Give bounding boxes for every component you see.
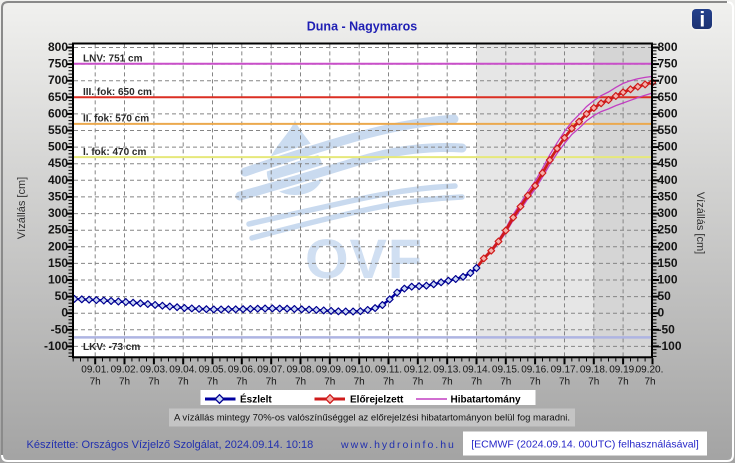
svg-text:7h: 7h <box>412 377 423 388</box>
svg-text:7h: 7h <box>236 377 247 388</box>
svg-text:0: 0 <box>658 306 665 320</box>
svg-text:09.03.: 09.03. <box>140 364 168 375</box>
svg-text:7h: 7h <box>178 377 189 388</box>
svg-text:7h: 7h <box>559 377 570 388</box>
svg-text:7h: 7h <box>324 377 335 388</box>
svg-text:09.07.: 09.07. <box>257 364 285 375</box>
svg-text:50: 50 <box>658 289 672 303</box>
svg-text:Hibatartomány: Hibatartomány <box>451 395 521 406</box>
svg-text:300: 300 <box>658 206 678 220</box>
svg-text:7h: 7h <box>471 377 482 388</box>
svg-text:250: 250 <box>48 223 68 237</box>
svg-text:Készítette: Országos Vízjelző: Készítette: Országos Vízjelző Szolgálat,… <box>27 439 314 451</box>
svg-text:7h: 7h <box>383 377 394 388</box>
svg-text:09.02.: 09.02. <box>111 364 139 375</box>
svg-text:09.15.: 09.15. <box>492 364 520 375</box>
svg-text:800: 800 <box>658 40 678 54</box>
svg-text:700: 700 <box>48 73 68 87</box>
svg-text:09.14.: 09.14. <box>463 364 491 375</box>
svg-text:250: 250 <box>658 223 678 237</box>
svg-text:LNV: 751 cm: LNV: 751 cm <box>83 54 143 65</box>
svg-text:50: 50 <box>55 289 69 303</box>
svg-text:09.05.: 09.05. <box>199 364 227 375</box>
svg-text:[ECMWF (2024.09.14. 00UTC) fel: [ECMWF (2024.09.14. 00UTC) felhasználásá… <box>471 439 699 451</box>
svg-text:A vízállás mintegy 70%-os való: A vízállás mintegy 70%-os valószínűségge… <box>174 413 570 424</box>
svg-text:7h: 7h <box>442 377 453 388</box>
svg-text:OVF: OVF <box>305 227 423 290</box>
svg-text:09.16.: 09.16. <box>521 364 549 375</box>
svg-text:7h: 7h <box>618 377 629 388</box>
svg-text:400: 400 <box>48 173 68 187</box>
svg-text:750: 750 <box>48 57 68 71</box>
svg-text:7h: 7h <box>90 377 101 388</box>
svg-text:550: 550 <box>48 123 68 137</box>
svg-text:III. fok: 650 cm: III. fok: 650 cm <box>83 87 152 98</box>
svg-text:750: 750 <box>658 57 678 71</box>
svg-text:7h: 7h <box>295 377 306 388</box>
svg-text:09.04.: 09.04. <box>169 364 197 375</box>
svg-text:09.13.: 09.13. <box>433 364 461 375</box>
svg-text:400: 400 <box>658 173 678 187</box>
svg-text:-50: -50 <box>658 322 676 336</box>
svg-text:700: 700 <box>658 73 678 87</box>
svg-text:150: 150 <box>48 256 68 270</box>
svg-text:600: 600 <box>658 106 678 120</box>
svg-text:200: 200 <box>658 239 678 253</box>
svg-text:300: 300 <box>48 206 68 220</box>
svg-text:09.12.: 09.12. <box>404 364 432 375</box>
svg-text:09.06.: 09.06. <box>228 364 256 375</box>
svg-text:II. fok: 570 cm: II. fok: 570 cm <box>83 114 149 125</box>
svg-text:-50: -50 <box>51 322 69 336</box>
svg-text:09.08.: 09.08. <box>287 364 315 375</box>
svg-text:Vízállás [cm]: Vízállás [cm] <box>16 177 28 239</box>
svg-text:7h: 7h <box>588 377 599 388</box>
svg-text:I. fok: 470 cm: I. fok: 470 cm <box>83 147 146 158</box>
svg-text:Előrejelzett: Előrejelzett <box>350 395 404 406</box>
svg-text:-100: -100 <box>44 339 68 353</box>
svg-text:Észlelt: Észlelt <box>240 393 272 406</box>
svg-text:7h: 7h <box>354 377 365 388</box>
svg-text:650: 650 <box>658 90 678 104</box>
svg-text:500: 500 <box>48 140 68 154</box>
svg-text:i: i <box>699 9 705 32</box>
svg-text:100: 100 <box>658 273 678 287</box>
svg-text:650: 650 <box>48 90 68 104</box>
svg-text:09.10.: 09.10. <box>345 364 373 375</box>
svg-text:09.20.: 09.20. <box>636 364 664 375</box>
svg-text:-100: -100 <box>658 339 682 353</box>
svg-text:350: 350 <box>48 189 68 203</box>
svg-text:7h: 7h <box>207 377 218 388</box>
svg-text:www.hydroinfo.hu: www.hydroinfo.hu <box>340 439 456 451</box>
svg-text:450: 450 <box>48 156 68 170</box>
svg-text:09.18.: 09.18. <box>580 364 608 375</box>
svg-text:7h: 7h <box>148 377 159 388</box>
svg-text:Vízállás [cm]: Vízállás [cm] <box>694 192 706 254</box>
svg-text:500: 500 <box>658 140 678 154</box>
svg-text:450: 450 <box>658 156 678 170</box>
svg-text:7h: 7h <box>119 377 130 388</box>
svg-text:09.11.: 09.11. <box>375 364 402 375</box>
svg-text:800: 800 <box>48 40 68 54</box>
svg-text:7h: 7h <box>266 377 277 388</box>
svg-text:550: 550 <box>658 123 678 137</box>
svg-text:100: 100 <box>48 273 68 287</box>
svg-text:09.19.: 09.19. <box>609 364 637 375</box>
svg-text:200: 200 <box>48 239 68 253</box>
svg-text:150: 150 <box>658 256 678 270</box>
svg-text:7h: 7h <box>500 377 511 388</box>
svg-text:09.17.: 09.17. <box>551 364 579 375</box>
svg-text:7h: 7h <box>530 377 541 388</box>
svg-text:09.01.: 09.01. <box>81 364 109 375</box>
svg-text:LKV: -73 cm: LKV: -73 cm <box>83 342 140 353</box>
svg-text:0: 0 <box>61 306 68 320</box>
svg-text:350: 350 <box>658 189 678 203</box>
svg-text:Duna - Nagymaros: Duna - Nagymaros <box>307 20 417 34</box>
svg-text:7h: 7h <box>644 377 655 388</box>
svg-text:09.09.: 09.09. <box>316 364 344 375</box>
svg-text:600: 600 <box>48 106 68 120</box>
